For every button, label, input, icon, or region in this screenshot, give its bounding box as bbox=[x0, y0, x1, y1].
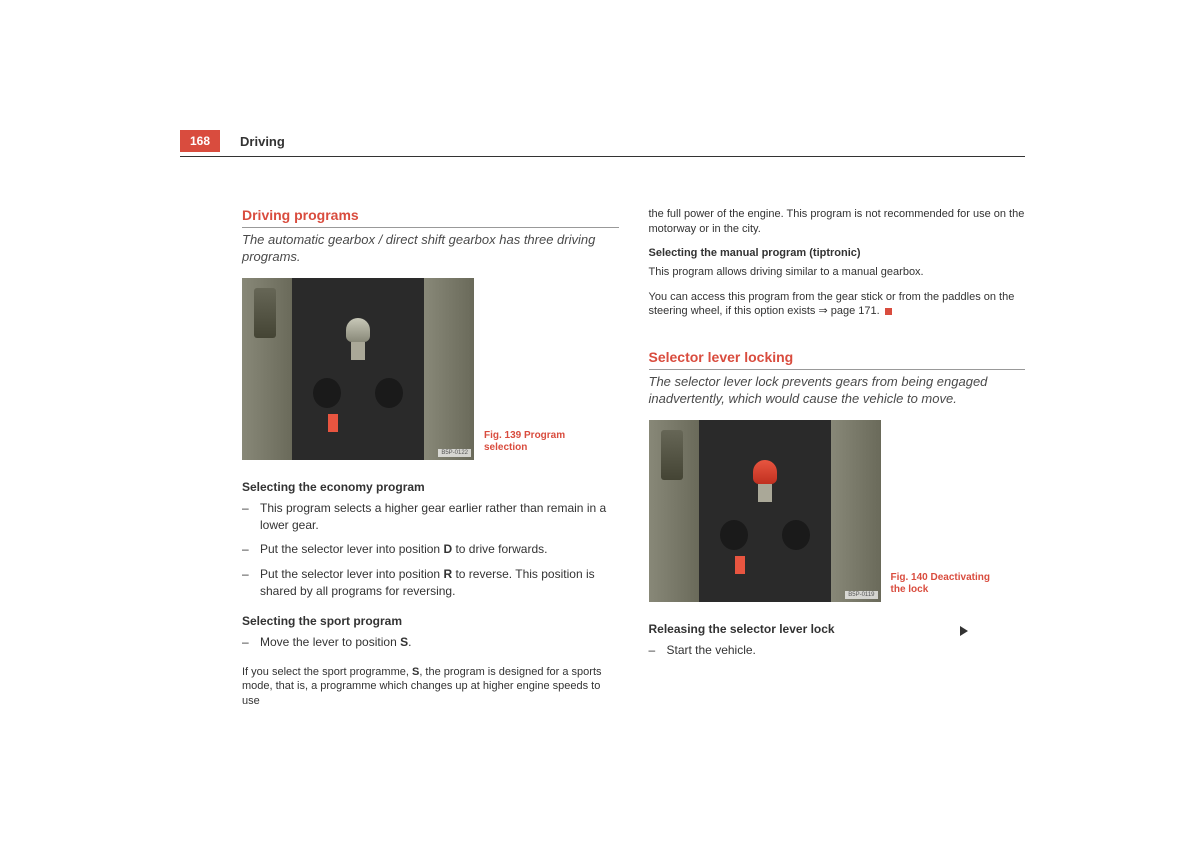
page-header: 168 Driving bbox=[180, 130, 1025, 157]
left-column: Driving programs The automatic gearbox /… bbox=[180, 207, 619, 719]
release-heading: Releasing the selector lever lock bbox=[649, 622, 1026, 636]
economy-list: This program selects a higher gear earli… bbox=[242, 500, 619, 600]
economy-item-1: This program selects a higher gear earli… bbox=[242, 500, 619, 534]
sport-item-1: Move the lever to position S. bbox=[242, 634, 619, 651]
page-number: 168 bbox=[180, 130, 220, 152]
release-list: Start the vehicle. bbox=[649, 642, 1026, 659]
section-title-driving-programs: Driving programs bbox=[242, 207, 619, 228]
section-title-selector-lock: Selector lever locking bbox=[649, 349, 1026, 370]
economy-item-2: Put the selector lever into position D t… bbox=[242, 541, 619, 558]
figure-140: B5P-0119 Fig. 140 Deactivating the lock bbox=[649, 420, 1026, 602]
right-column: the full power of the engine. This progr… bbox=[649, 207, 1026, 719]
section-subtitle-selector-lock: The selector lever lock prevents gears f… bbox=[649, 374, 1026, 408]
economy-item-3: Put the selector lever into position R t… bbox=[242, 566, 619, 600]
manual-heading: Selecting the manual program (tiptronic) bbox=[649, 247, 1026, 259]
figure-139-image: B5P-0122 bbox=[242, 278, 474, 460]
sport-heading: Selecting the sport program bbox=[242, 614, 619, 628]
header-title: Driving bbox=[240, 134, 285, 149]
sport-list: Move the lever to position S. bbox=[242, 634, 619, 651]
figure-139: B5P-0122 Fig. 139 Program selection bbox=[242, 278, 619, 460]
release-item-1: Start the vehicle. bbox=[649, 642, 1026, 659]
figure-139-ref: B5P-0122 bbox=[438, 449, 471, 457]
sport-paragraph: If you select the sport programme, S, th… bbox=[242, 665, 619, 710]
manual-para1: This program allows driving similar to a… bbox=[649, 265, 1026, 280]
figure-139-caption: Fig. 139 Program selection bbox=[484, 430, 584, 460]
section-end-icon bbox=[885, 308, 892, 315]
economy-heading: Selecting the economy program bbox=[242, 480, 619, 494]
section-subtitle-driving-programs: The automatic gearbox / direct shift gea… bbox=[242, 232, 619, 266]
manual-para2: You can access this program from the gea… bbox=[649, 290, 1026, 320]
figure-140-ref: B5P-0119 bbox=[845, 591, 877, 599]
top-para: the full power of the engine. This progr… bbox=[649, 207, 1026, 237]
continue-arrow-icon bbox=[960, 626, 968, 636]
figure-140-caption: Fig. 140 Deactivating the lock bbox=[891, 572, 991, 602]
figure-140-image: B5P-0119 bbox=[649, 420, 881, 602]
